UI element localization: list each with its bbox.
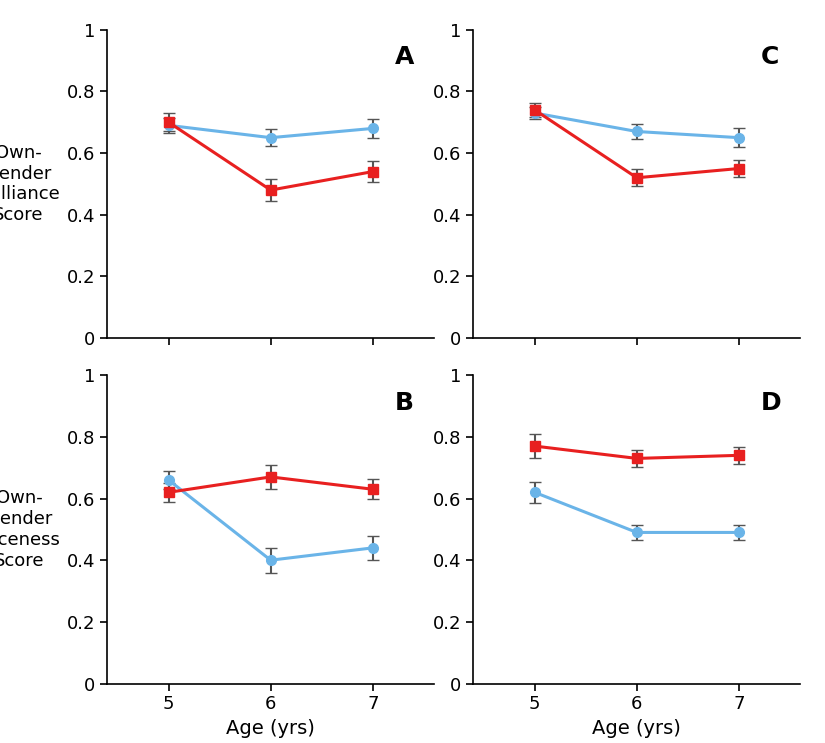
Y-axis label: Own-
Gender
Brilliance
Score: Own- Gender Brilliance Score — [0, 143, 60, 224]
Text: C: C — [761, 45, 780, 69]
Text: A: A — [395, 45, 414, 69]
X-axis label: Age (yrs): Age (yrs) — [592, 719, 681, 738]
X-axis label: Age (yrs): Age (yrs) — [226, 719, 315, 738]
Y-axis label: Own-
Gender
Niceness
Score: Own- Gender Niceness Score — [0, 489, 60, 570]
Text: B: B — [395, 391, 414, 415]
Text: D: D — [761, 391, 781, 415]
